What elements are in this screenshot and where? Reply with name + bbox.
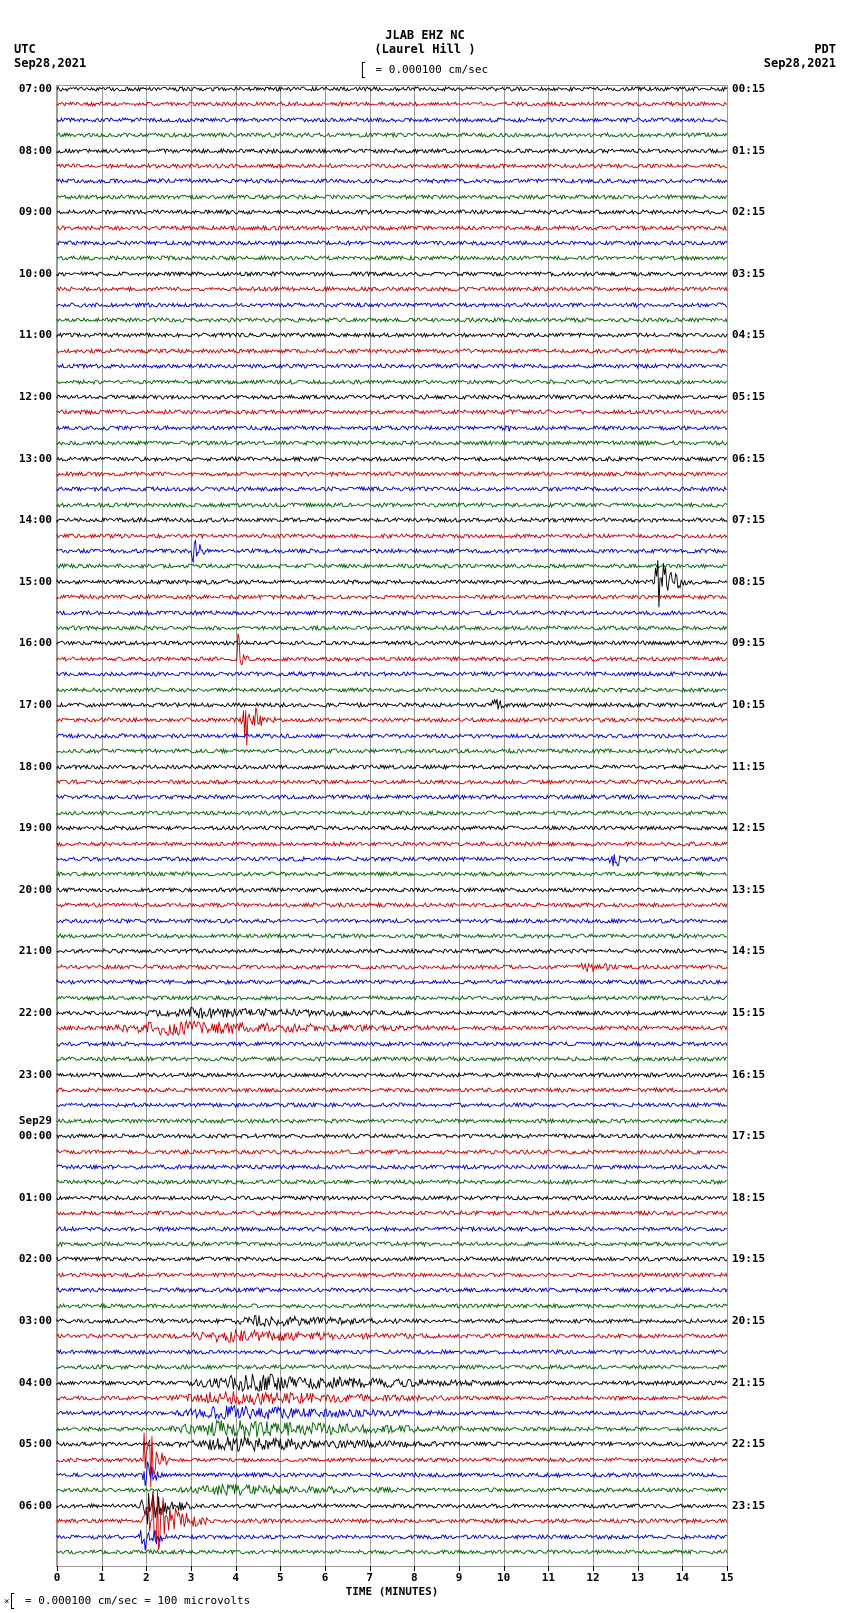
- utc-hour-label: 16:00: [4, 636, 52, 649]
- utc-hour-label: 09:00: [4, 205, 52, 218]
- pdt-hour-label: 07:15: [732, 513, 765, 526]
- utc-hour-label: 00:00: [4, 1129, 52, 1142]
- utc-hour-label: 20:00: [4, 883, 52, 896]
- utc-hour-label: 10:00: [4, 267, 52, 280]
- utc-hour-label: 03:00: [4, 1314, 52, 1327]
- footer-scale-text: = 0.000100 cm/sec = 100 microvolts: [25, 1594, 250, 1607]
- pdt-hour-label: 23:15: [732, 1499, 765, 1512]
- grid-line: [727, 86, 728, 1566]
- pdt-hour-label: 06:15: [732, 452, 765, 465]
- utc-hour-label: 17:00: [4, 698, 52, 711]
- pdt-hour-label: 00:15: [732, 82, 765, 95]
- pdt-hour-label: 09:15: [732, 636, 765, 649]
- utc-hour-label: 07:00: [4, 82, 52, 95]
- footer-scale: × = 0.000100 cm/sec = 100 microvolts: [4, 1593, 250, 1609]
- pdt-hour-label: 01:15: [732, 144, 765, 157]
- pdt-hour-label: 16:15: [732, 1068, 765, 1081]
- pdt-hour-label: 18:15: [732, 1191, 765, 1204]
- left-timezone: UTC: [14, 42, 36, 56]
- utc-hour-label: 04:00: [4, 1376, 52, 1389]
- pdt-hour-label: 08:15: [732, 575, 765, 588]
- pdt-hour-label: 20:15: [732, 1314, 765, 1327]
- seismogram-container: JLAB EHZ NC (Laurel Hill ) UTC Sep28,202…: [0, 0, 850, 1613]
- utc-hour-label: 13:00: [4, 452, 52, 465]
- pdt-hour-label: 22:15: [732, 1437, 765, 1450]
- pdt-hour-label: 17:15: [732, 1129, 765, 1142]
- utc-date-marker: Sep29: [4, 1114, 52, 1127]
- right-timezone: PDT: [814, 42, 836, 56]
- pdt-hour-label: 21:15: [732, 1376, 765, 1389]
- pdt-hour-label: 19:15: [732, 1252, 765, 1265]
- pdt-hour-label: 10:15: [732, 698, 765, 711]
- scale-bar-icon: [11, 1593, 14, 1609]
- pdt-hour-label: 12:15: [732, 821, 765, 834]
- utc-hour-label: 05:00: [4, 1437, 52, 1450]
- utc-hour-label: 15:00: [4, 575, 52, 588]
- utc-hour-label: 01:00: [4, 1191, 52, 1204]
- utc-hour-label: 14:00: [4, 513, 52, 526]
- utc-hour-label: 19:00: [4, 821, 52, 834]
- utc-hour-label: 23:00: [4, 1068, 52, 1081]
- utc-hour-label: 08:00: [4, 144, 52, 157]
- plot-area: TIME (MINUTES) 0123456789101112131415: [56, 85, 728, 1567]
- pdt-hour-label: 13:15: [732, 883, 765, 896]
- pdt-hour-label: 14:15: [732, 944, 765, 957]
- utc-hour-label: 21:00: [4, 944, 52, 957]
- utc-hour-label: 22:00: [4, 1006, 52, 1019]
- utc-hour-label: 12:00: [4, 390, 52, 403]
- pdt-hour-label: 15:15: [732, 1006, 765, 1019]
- utc-hour-label: 11:00: [4, 328, 52, 341]
- pdt-hour-label: 03:15: [732, 267, 765, 280]
- utc-hour-label: 18:00: [4, 760, 52, 773]
- pdt-hour-label: 02:15: [732, 205, 765, 218]
- right-date: Sep28,2021: [764, 56, 836, 70]
- pdt-hour-label: 05:15: [732, 390, 765, 403]
- utc-hour-label: 02:00: [4, 1252, 52, 1265]
- pdt-hour-label: 11:15: [732, 760, 765, 773]
- pdt-hour-label: 04:15: [732, 328, 765, 341]
- utc-hour-label: 06:00: [4, 1499, 52, 1512]
